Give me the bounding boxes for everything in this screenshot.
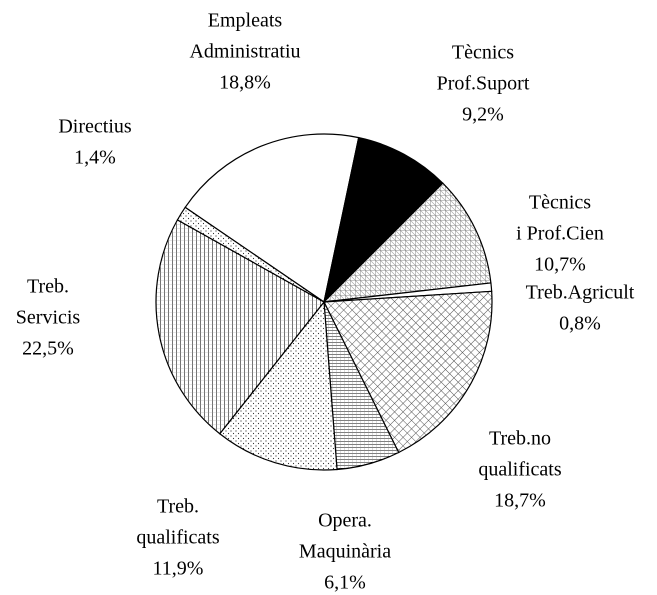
- slice-label: Prof.Suport: [437, 73, 530, 95]
- slice-label: Treb.Agricult: [526, 282, 635, 304]
- slice-label: Tècnics: [529, 192, 591, 214]
- slice-label: Directius: [58, 116, 132, 138]
- pie-slice: [322, 182, 492, 303]
- slice-label: Treb.: [27, 276, 69, 298]
- pie-slice: [322, 136, 444, 304]
- value-label: 6,1%: [324, 572, 366, 594]
- slice-label: i Prof.Cien: [516, 223, 604, 245]
- value-label: 9,2%: [462, 104, 504, 126]
- slice-label: qualificats: [136, 527, 220, 549]
- pie-slice: [218, 300, 338, 471]
- slice-label: Servicis: [16, 307, 81, 329]
- pie-slice: [184, 133, 360, 304]
- value-label: 11,9%: [153, 558, 204, 580]
- slice-label: Treb.: [157, 496, 199, 518]
- value-label: 0,8%: [559, 313, 601, 335]
- slice-label: Tècnics: [452, 42, 514, 64]
- slice-label: Maquinària: [299, 541, 391, 563]
- value-label: 18,8%: [219, 72, 271, 94]
- slice-label: Treb.no: [489, 428, 551, 450]
- value-label: 22,5%: [22, 338, 74, 360]
- value-label: 18,7%: [494, 490, 546, 512]
- slice-label: Administratiu: [189, 41, 300, 63]
- slice-label: Opera.: [318, 510, 372, 532]
- value-label: 10,7%: [534, 254, 586, 276]
- pie-slice: [155, 219, 325, 435]
- value-label: 1,4%: [74, 147, 116, 169]
- pie-slice: [323, 290, 493, 454]
- pie-slice: [176, 206, 325, 303]
- slice-label: Empleats: [208, 10, 283, 32]
- slice-label: qualificats: [478, 459, 562, 481]
